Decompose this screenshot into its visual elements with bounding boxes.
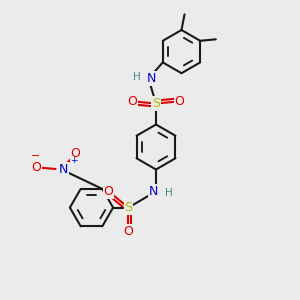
Text: O: O: [71, 147, 80, 160]
Text: S: S: [124, 201, 132, 214]
Text: O: O: [175, 95, 184, 108]
Text: N: N: [147, 72, 156, 85]
Text: N: N: [148, 185, 158, 198]
Text: +: +: [70, 156, 78, 165]
Text: O: O: [124, 225, 133, 238]
Text: S: S: [152, 97, 160, 110]
Text: H: H: [133, 71, 140, 82]
Text: N: N: [59, 163, 69, 176]
Text: O: O: [128, 95, 137, 108]
Text: O: O: [32, 161, 41, 174]
Text: O: O: [104, 185, 113, 198]
Text: H: H: [165, 188, 172, 199]
Text: −: −: [31, 151, 41, 161]
